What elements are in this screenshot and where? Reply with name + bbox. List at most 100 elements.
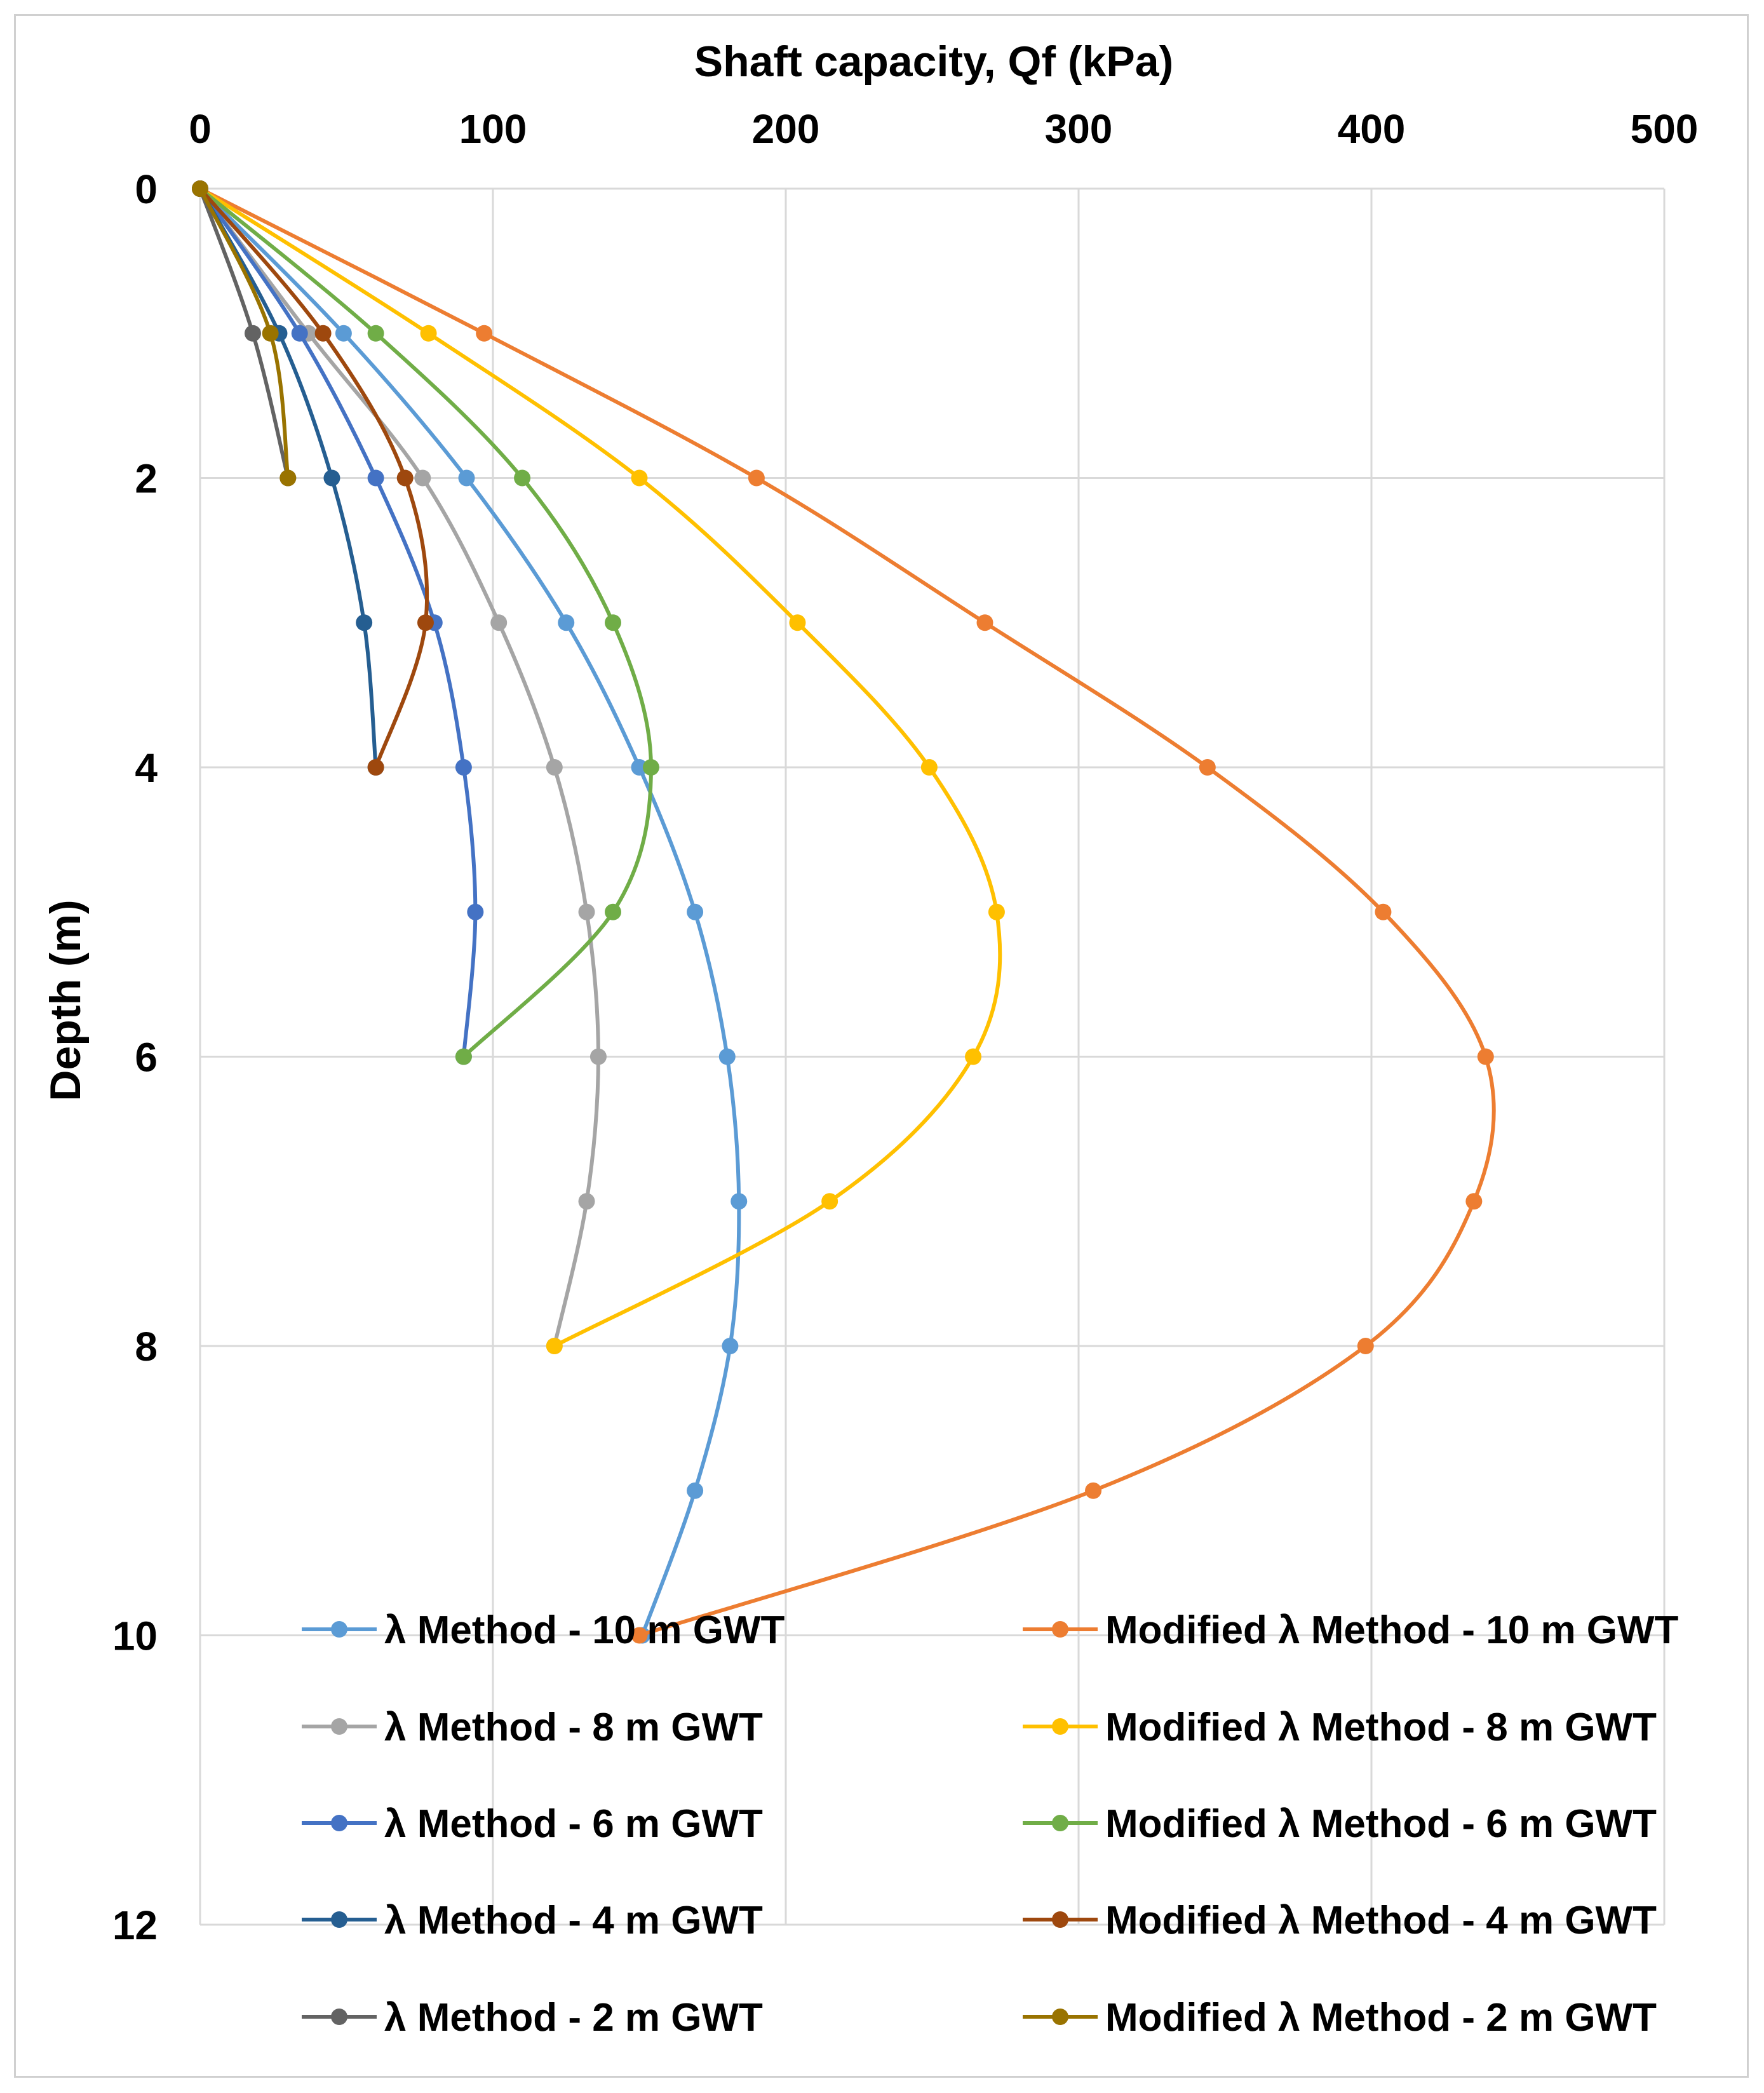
legend-swatch-marker xyxy=(331,1718,347,1735)
x-axis-title: Shaft capacity, Qf (kPa) xyxy=(694,37,1174,86)
data-point xyxy=(279,469,297,487)
legend-swatch-marker xyxy=(1052,1718,1068,1735)
data-point xyxy=(396,469,414,487)
data-point xyxy=(455,1048,472,1065)
data-point xyxy=(605,903,622,920)
legend-swatch-marker xyxy=(331,2009,347,2025)
series-2 xyxy=(192,180,1496,1644)
legend-entry: Modified λ Method - 6 m GWT xyxy=(1023,1802,1657,1846)
legend-label: λ Method - 8 m GWT xyxy=(384,1706,763,1749)
data-point xyxy=(490,614,508,631)
data-point xyxy=(578,1193,595,1210)
data-point xyxy=(722,1338,739,1354)
data-point xyxy=(1465,1193,1483,1210)
legend-entry: Modified λ Method - 10 m GWT xyxy=(1023,1608,1679,1652)
legend-label: λ Method - 10 m GWT xyxy=(384,1608,784,1652)
y-tick-label: 6 xyxy=(135,1035,158,1080)
data-point xyxy=(367,759,384,776)
data-point xyxy=(314,325,332,342)
series-line xyxy=(198,187,741,1638)
legend-swatch-marker xyxy=(1052,1621,1068,1638)
data-point xyxy=(642,759,659,776)
series-5 xyxy=(192,180,484,1065)
series-1 xyxy=(192,180,748,1644)
legend-label: λ Method - 2 m GWT xyxy=(384,1996,763,2040)
legend-label: Modified λ Method - 2 m GWT xyxy=(1105,1996,1657,2040)
y-tick-label: 8 xyxy=(135,1324,158,1370)
data-point xyxy=(476,325,493,342)
data-point xyxy=(458,469,475,487)
data-point xyxy=(821,1193,838,1210)
y-tick-label: 2 xyxy=(135,456,158,502)
data-point xyxy=(546,759,563,776)
x-tick-label: 300 xyxy=(1045,106,1113,152)
y-axis-title: Depth (m) xyxy=(41,899,90,1101)
data-point xyxy=(687,1482,704,1499)
x-tick-label: 100 xyxy=(459,106,527,152)
legend-entry: λ Method - 2 m GWT xyxy=(302,1996,763,2040)
data-point xyxy=(291,325,308,342)
series-4 xyxy=(192,180,1005,1354)
data-point xyxy=(631,759,648,776)
legend-entry: λ Method - 8 m GWT xyxy=(302,1706,763,1749)
legend-entry: λ Method - 6 m GWT xyxy=(302,1802,763,1846)
data-point xyxy=(965,1048,982,1065)
data-point xyxy=(417,614,434,631)
data-point xyxy=(514,469,531,487)
data-point xyxy=(976,614,993,631)
legend-swatch-marker xyxy=(1052,1815,1068,1831)
data-point xyxy=(920,759,938,776)
data-point xyxy=(748,469,765,487)
legend-entry: Modified λ Method - 4 m GWT xyxy=(1023,1899,1657,1942)
data-point xyxy=(367,469,384,487)
data-point xyxy=(414,469,431,487)
y-tick-label: 10 xyxy=(112,1613,158,1659)
series-line xyxy=(198,187,600,1348)
data-point xyxy=(262,325,279,342)
legend-swatch-marker xyxy=(1052,1911,1068,1928)
data-point xyxy=(1375,903,1392,920)
data-point xyxy=(1199,759,1216,776)
data-point xyxy=(605,614,622,631)
data-point xyxy=(467,903,484,920)
data-point xyxy=(731,1193,748,1210)
y-tick-label: 12 xyxy=(112,1902,158,1948)
x-tick-label: 500 xyxy=(1631,106,1699,152)
legend-label: λ Method - 4 m GWT xyxy=(384,1899,763,1942)
data-point xyxy=(546,1338,563,1354)
data-point xyxy=(1085,1482,1102,1499)
data-point xyxy=(356,614,373,631)
x-tick-label: 400 xyxy=(1338,106,1406,152)
legend-label: Modified λ Method - 6 m GWT xyxy=(1105,1802,1657,1846)
legend-entry: Modified λ Method - 8 m GWT xyxy=(1023,1706,1657,1749)
data-point xyxy=(1477,1048,1494,1065)
data-point xyxy=(192,180,208,197)
series-line xyxy=(198,187,1002,1348)
data-point xyxy=(631,1627,648,1644)
legend-swatch-marker xyxy=(1052,2009,1068,2025)
data-point xyxy=(578,903,595,920)
data-point xyxy=(687,903,704,920)
legend-entry: Modified λ Method - 2 m GWT xyxy=(1023,1996,1657,2040)
legend-label: Modified λ Method - 8 m GWT xyxy=(1105,1706,1657,1749)
series-6 xyxy=(192,180,659,1065)
x-tick-label: 200 xyxy=(752,106,820,152)
data-point xyxy=(631,469,648,487)
data-point xyxy=(589,1048,607,1065)
y-tick-label: 0 xyxy=(135,166,158,212)
data-point xyxy=(420,325,437,342)
series-8 xyxy=(192,180,434,776)
legend-entry: λ Method - 4 m GWT xyxy=(302,1899,763,1942)
y-tick-label: 4 xyxy=(135,745,158,791)
legend-swatch-marker xyxy=(331,1815,347,1831)
data-point xyxy=(988,903,1005,920)
data-point xyxy=(1357,1338,1374,1354)
series-10 xyxy=(192,180,297,487)
legend-label: Modified λ Method - 4 m GWT xyxy=(1105,1899,1657,1942)
legend-label: λ Method - 6 m GWT xyxy=(384,1802,763,1846)
x-tick-label: 0 xyxy=(189,106,212,152)
series-line xyxy=(198,187,1496,1638)
legend-entry: λ Method - 10 m GWT xyxy=(302,1608,784,1652)
data-point xyxy=(335,325,352,342)
